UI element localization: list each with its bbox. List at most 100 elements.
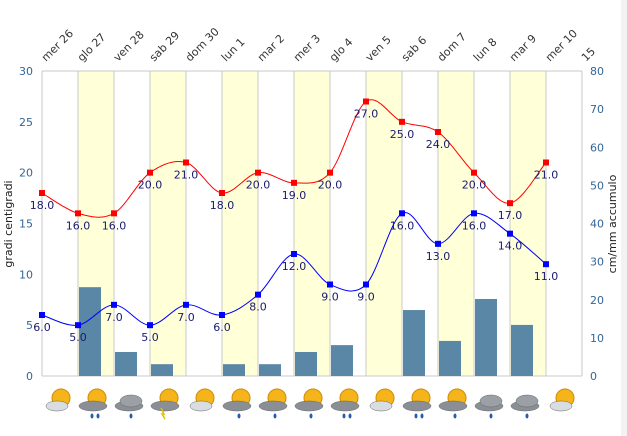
max-temp-point [327,169,333,176]
x-tick-label: ven 28 [111,28,147,64]
x-tick-label: mer 26 [39,27,76,64]
data-label: 7.0 [105,311,123,324]
x-tick-label: ven 5 [363,33,394,64]
x-tick-label: dom 7 [435,30,469,64]
shaded-column [294,71,330,376]
precip-bar [511,324,533,376]
cloud-sun-rain-icon [294,388,324,419]
data-label: 25.0 [390,128,415,141]
cloud-sun-rain-icon [222,388,252,419]
data-label: 16.0 [462,219,487,232]
cloud-sun-heavy-rain-icon [330,388,360,419]
min-temp-point [363,281,369,288]
data-label: 21.0 [534,169,559,182]
scrollbar[interactable] [621,0,627,436]
shaded-column [438,71,474,376]
x-tick-label: 15 [579,45,598,64]
y2-tick-label: 10 [590,332,604,345]
max-temp-point [363,98,369,105]
data-label: 13.0 [426,250,451,263]
y2-tick-label: 0 [590,370,597,383]
data-label: 24.0 [426,138,451,151]
precip-bar [403,310,425,376]
precip-bar [151,364,173,376]
sun-cloud-icon [369,388,395,412]
x-tick-label: glo 4 [327,36,355,64]
max-temp-point [183,159,189,166]
shaded-column [222,71,258,376]
max-temp-point [471,169,477,176]
data-label: 18.0 [210,199,235,212]
x-tick-label: lun 8 [471,35,500,64]
x-tick-label: mer 3 [291,32,323,64]
max-temp-point [147,169,153,176]
data-label: 5.0 [69,331,87,344]
min-temp-point [507,230,513,237]
precip-bar [331,345,353,376]
x-tick-label: mar 9 [507,32,539,64]
max-temp-point [219,190,225,196]
precip-bar [475,298,497,376]
min-temp-point [75,322,81,329]
min-temp-point [435,240,441,247]
min-temp-point [291,251,297,257]
data-label: 8.0 [249,301,267,314]
data-label: 9.0 [357,291,375,304]
y-tick-label: 20 [19,167,33,180]
x-tick-label: sab 6 [399,34,429,64]
x-tick-label: lun 1 [219,35,248,64]
x-tick-label: mar 2 [255,32,287,64]
max-temp-point [75,210,81,217]
data-label: 16.0 [390,219,415,232]
y-tick-label: 5 [26,319,33,332]
y2-tick-label: 60 [590,141,604,154]
precip-bar [223,364,245,376]
cloud-rain-icon [474,394,504,419]
max-temp-point [111,210,117,217]
data-label: 16.0 [102,219,127,232]
sun-cloud-icon [189,388,215,412]
y-tick-label: 10 [19,268,33,281]
precip-bar [295,351,317,376]
x-tick-label: dom 30 [183,25,222,64]
max-temp-point [291,179,297,186]
cloud-sun-rain-icon [258,388,288,419]
min-temp-point [111,301,117,308]
data-label: 6.0 [213,321,231,334]
data-label: 17.0 [498,209,523,222]
y2-axis-label: cm/mm accumulo [606,174,619,273]
x-tick-label: mer 10 [543,27,580,64]
data-label: 20.0 [462,179,487,192]
y2-tick-label: 30 [590,256,604,269]
data-label: 20.0 [246,179,271,192]
min-temp-point [39,312,45,318]
precip-bar [79,287,101,376]
y2-tick-label: 50 [590,179,604,192]
sun-cloud-icon [45,388,71,412]
y-tick-label: 0 [26,370,33,383]
y-tick-label: 25 [19,116,33,129]
min-temp-point [543,261,549,268]
cloud-sun-heavy-rain-icon [78,388,108,419]
min-temp-point [327,281,333,288]
max-temp-point [39,190,45,196]
data-label: 14.0 [498,240,523,253]
y-tick-label: 30 [19,65,33,78]
data-label: 5.0 [141,331,159,344]
min-temp-point [255,291,261,298]
max-temp-point [543,159,549,166]
x-tick-label: glo 27 [75,31,108,64]
x-tick-label: sab 29 [147,29,182,64]
sun-cloud-icon [549,388,575,412]
data-label: 16.0 [66,219,91,232]
data-label: 27.0 [354,108,379,121]
cloud-rain-icon [114,394,144,419]
min-temp-point [399,210,405,217]
data-label: 6.0 [33,321,51,334]
data-label: 12.0 [282,260,307,273]
data-label: 11.0 [534,270,559,283]
y2-tick-label: 80 [590,65,604,78]
data-label: 19.0 [282,189,307,202]
y-axis-label: gradi centigradi [2,180,15,267]
